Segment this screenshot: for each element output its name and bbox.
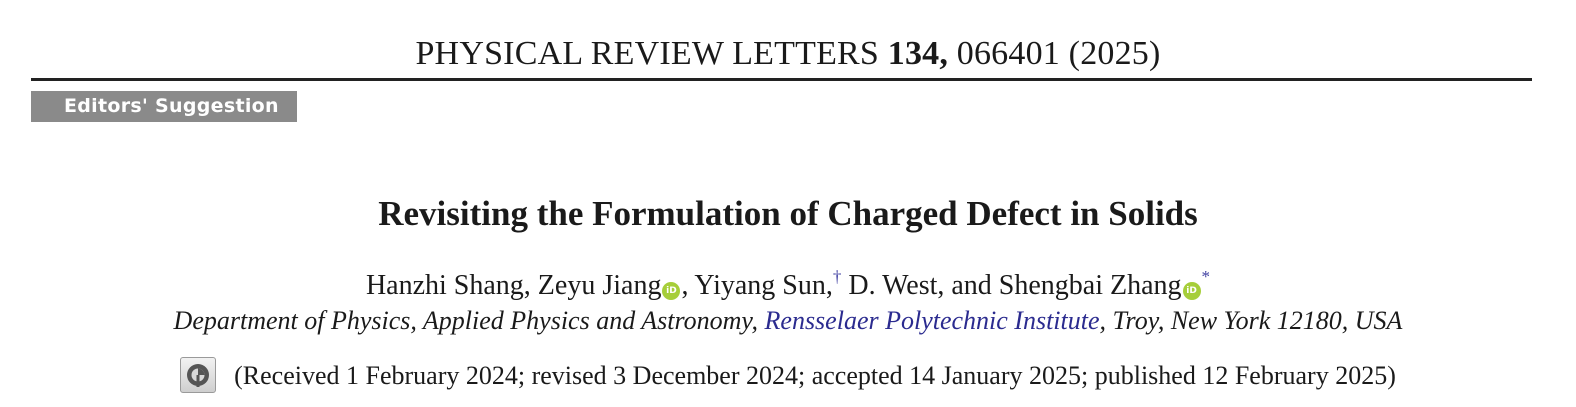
header-rule <box>31 78 1532 81</box>
journal-volume: 134, <box>887 35 949 72</box>
editors-suggestion-badge[interactable]: Editors' Suggestion <box>31 91 297 122</box>
publication-dates: (Received 1 February 2024; revised 3 Dec… <box>234 361 1396 390</box>
authors-text-3: D. West, and Shengbai Zhang <box>841 270 1182 301</box>
affiliation-location: , Troy, New York 12180, USA <box>1099 306 1403 335</box>
author-list: Hanzhi Shang, Zeyu Jiang iD, Yiyang Sun,†… <box>0 266 1576 306</box>
publication-dates-row: (Received 1 February 2024; revised 3 Dec… <box>0 356 1576 396</box>
affiliation-dept: Department of Physics, Applied Physics a… <box>173 306 765 335</box>
paper-title: Revisiting the Formulation of Charged De… <box>378 194 1198 233</box>
publication-year: (2025) <box>1068 35 1161 72</box>
article-number: 066401 <box>956 35 1060 72</box>
orcid-icon[interactable]: iD <box>662 282 681 300</box>
authors-text-1: Hanzhi Shang, Zeyu Jiang <box>365 270 662 301</box>
crossmark-icon[interactable] <box>180 357 217 393</box>
affiliation: Department of Physics, Applied Physics a… <box>0 303 1576 339</box>
journal-header: PHYSICAL REVIEW LETTERS 134, 066401 (202… <box>0 32 1576 76</box>
star-footnote-link[interactable]: * <box>1201 267 1211 286</box>
orcid-icon[interactable]: iD <box>1182 282 1201 300</box>
dagger-footnote-link[interactable]: † <box>832 267 842 286</box>
authors-text-2: , Yiyang Sun, <box>681 270 833 301</box>
institution-link[interactable]: Rensselaer Polytechnic Institute <box>764 306 1100 335</box>
journal-name: PHYSICAL REVIEW LETTERS <box>415 35 880 72</box>
